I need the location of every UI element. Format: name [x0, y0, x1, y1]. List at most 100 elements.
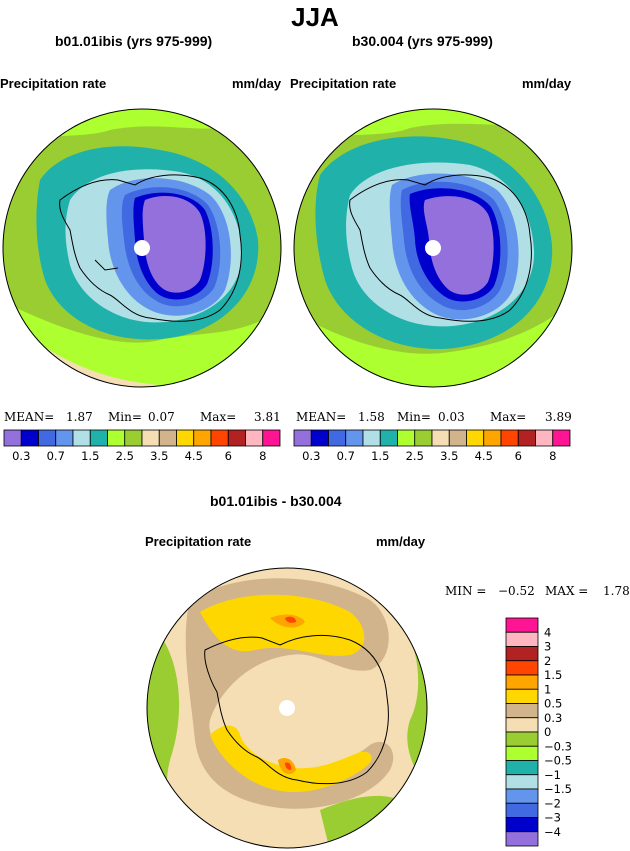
panel1-mean-value: 1.87 [66, 410, 93, 424]
cb2-swatch-8 [431, 429, 450, 447]
cb3-swatch-4 [505, 674, 539, 690]
cb3-label-8: −0.3 [544, 739, 572, 753]
map-panel1 [2, 108, 282, 388]
cb2-swatch-13 [517, 429, 536, 447]
diff-band-red-s [285, 762, 292, 770]
cb2-swatch-10 [466, 429, 485, 447]
cb1-label-5: 4.5 [185, 449, 203, 463]
cb3-swatch-13 [505, 802, 539, 818]
cb1-label-2: 1.5 [81, 449, 99, 463]
cb2-swatch-7 [414, 429, 433, 447]
cb3-swatch-3 [505, 660, 539, 676]
panel1-min-label: Min= [108, 410, 142, 424]
cb2-swatch-5 [379, 429, 398, 447]
map-panel2 [293, 108, 573, 388]
map2-border [293, 108, 573, 388]
cb3-label-6: 0.3 [544, 711, 562, 725]
cb1-label-3: 2.5 [116, 449, 134, 463]
cb3-label-11: −1.5 [544, 782, 572, 796]
map2-band-purple [423, 196, 494, 295]
cb2-label-3: 2.5 [406, 449, 424, 463]
panel1-max-value: 3.81 [254, 410, 281, 424]
cb3-label-7: 0 [544, 725, 551, 739]
main-title: JJA [291, 2, 339, 32]
cb1-swatch-15 [262, 429, 281, 447]
cb2-label-0: 0.3 [302, 449, 320, 463]
cb1-label-4: 3.5 [150, 449, 168, 463]
cb1-swatch-11 [193, 429, 212, 447]
panel2-mean-label: MEAN= [296, 410, 347, 424]
diff-band-red-n [285, 616, 296, 623]
cb2-swatch-14 [535, 429, 554, 447]
cb3-swatch-12 [505, 788, 539, 804]
diff-border [146, 567, 428, 849]
panel2-min-value: 0.03 [438, 410, 465, 424]
panel2-max-label: Max= [490, 410, 527, 424]
diff-max-value: 1.78 [603, 584, 630, 598]
panel1-min-value: 0.07 [148, 410, 175, 424]
cb1-swatch-13 [227, 429, 246, 447]
cb2-label-7: 8 [549, 449, 556, 463]
panel1-mean-label: MEAN= [4, 410, 55, 424]
cb1-swatch-3 [55, 429, 74, 447]
cb3-label-4: 1 [544, 682, 551, 696]
cb2-label-2: 1.5 [371, 449, 389, 463]
cb1-swatch-6 [107, 429, 126, 447]
map-diff [146, 567, 428, 849]
panel1-variable-label: Precipitation rate [0, 76, 107, 91]
colorbar-panel2: 0.3 0.7 1.5 2.5 3.5 4.5 6 8 [293, 429, 571, 463]
cb3-swatch-2 [505, 646, 539, 662]
cb1-swatch-10 [176, 429, 195, 447]
diff-pole-marker [279, 700, 295, 716]
cb3-swatch-15 [505, 831, 539, 847]
cb2-swatch-9 [448, 429, 467, 447]
map1-border [2, 108, 282, 388]
cb1-swatch-5 [89, 429, 108, 447]
cb2-label-6: 6 [515, 449, 522, 463]
cb2-swatch-3 [345, 429, 364, 447]
cb1-swatch-1 [20, 429, 39, 447]
cb3-label-10: −1 [544, 768, 561, 782]
panel2-mean-value: 1.58 [358, 410, 385, 424]
cb1-label-7: 8 [259, 449, 266, 463]
diff-min-value: −0.52 [498, 584, 535, 598]
cb3-label-0: 4 [544, 625, 551, 639]
cb1-label-6: 6 [225, 449, 232, 463]
cb2-swatch-1 [310, 429, 329, 447]
cb3-label-1: 3 [544, 640, 551, 654]
cb2-swatch-6 [397, 429, 416, 447]
cb1-label-1: 0.7 [47, 449, 65, 463]
panel1-max-label: Max= [200, 410, 237, 424]
cb2-swatch-4 [362, 429, 381, 447]
cb3-swatch-10 [505, 760, 539, 776]
cb3-label-12: −2 [544, 796, 561, 810]
diff-max-label: MAX = [545, 584, 589, 598]
cb3-label-3: 1.5 [544, 668, 562, 682]
map1-pole-marker [134, 240, 150, 256]
diff-variable-label: Precipitation rate [145, 534, 252, 549]
diff-antarctica-coastline [204, 635, 389, 785]
diff-min-label: MIN = [445, 584, 487, 598]
cb2-swatch-2 [328, 429, 347, 447]
cb1-swatch-0 [3, 429, 22, 447]
cb1-swatch-7 [124, 429, 143, 447]
cb3-swatch-0 [505, 617, 539, 633]
cb2-label-4: 3.5 [440, 449, 458, 463]
cb2-swatch-12 [500, 429, 519, 447]
cb3-swatch-7 [505, 717, 539, 733]
cb2-swatch-0 [293, 429, 312, 447]
cb1-swatch-8 [141, 429, 160, 447]
cb1-swatch-12 [210, 429, 229, 447]
diff-units-label: mm/day [376, 534, 426, 549]
cb3-label-5: 0.5 [544, 697, 562, 711]
cb3-swatch-1 [505, 631, 539, 647]
map1-band-purple [142, 196, 206, 293]
cb3-swatch-5 [505, 688, 539, 704]
panel1-subtitle: b01.01ibis (yrs 975-999) [55, 33, 213, 49]
cb1-swatch-9 [158, 429, 177, 447]
panel2-variable-label: Precipitation rate [290, 76, 397, 91]
diff-subtitle: b01.01ibis - b30.004 [210, 493, 342, 509]
cb3-swatch-9 [505, 745, 539, 761]
